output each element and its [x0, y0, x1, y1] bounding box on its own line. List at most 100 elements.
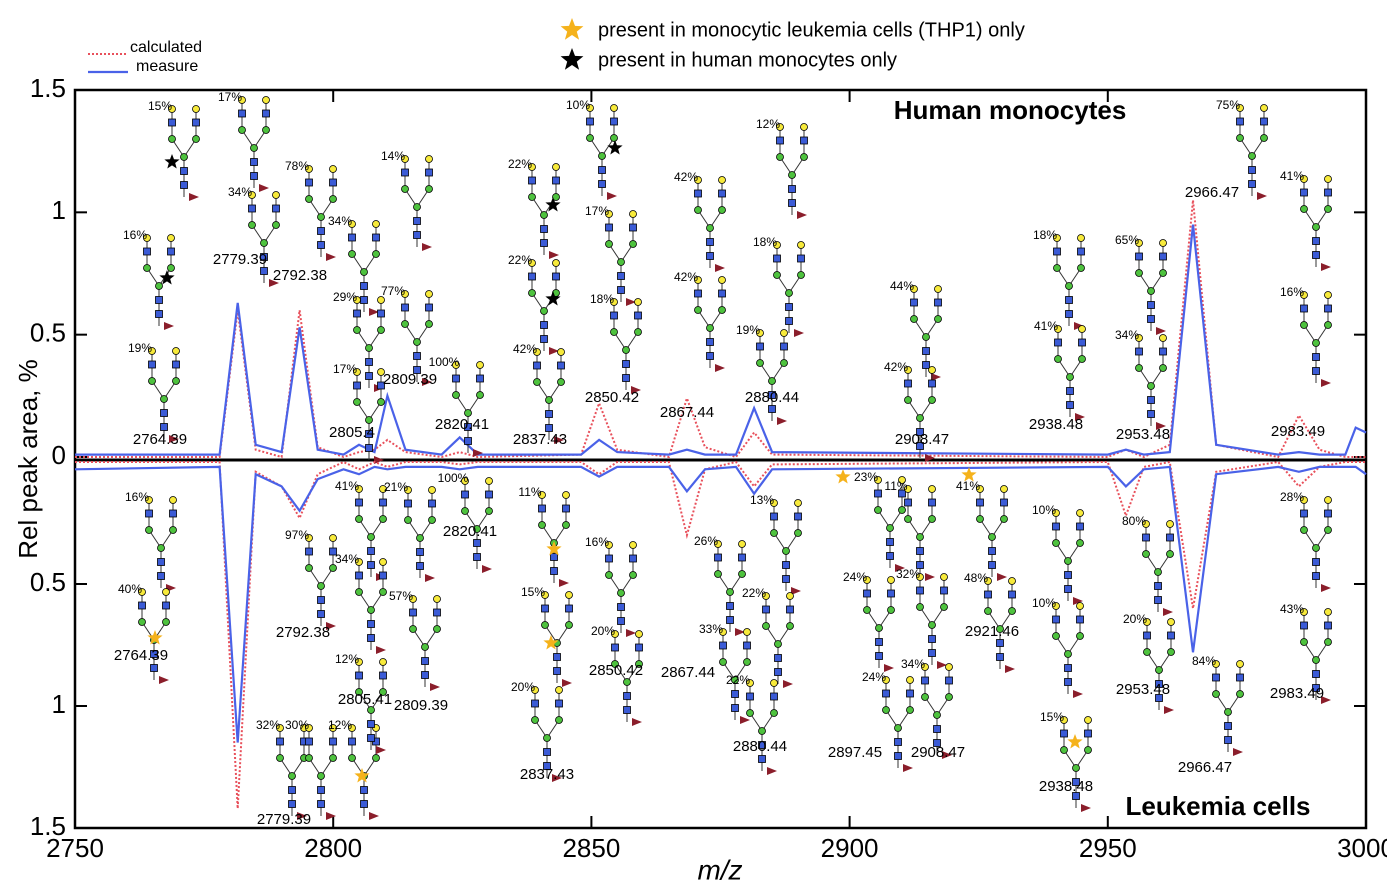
glycan-glyph — [996, 639, 1004, 647]
glycan-glyph — [143, 234, 151, 242]
glycan-glyph — [1321, 379, 1331, 387]
glycan-glyph — [610, 104, 618, 112]
glycan-glyph — [348, 754, 356, 762]
glycan-glyph — [1312, 223, 1320, 231]
glycan-glyph — [367, 634, 375, 642]
glycan-glyph — [288, 786, 296, 794]
glycan-glyph — [863, 606, 871, 614]
glycan-glyph — [780, 342, 788, 351]
glycan-glyph — [160, 423, 168, 431]
mass-label: 2850.42 — [589, 662, 643, 679]
glycan-glyph — [543, 762, 551, 770]
glycan-glyph — [428, 499, 436, 508]
star-marker — [147, 630, 163, 645]
glycan-glyph — [409, 608, 417, 617]
glycan-glyph — [758, 755, 766, 763]
star-marker — [835, 469, 851, 484]
glycan-percent: 12% — [756, 117, 780, 131]
glycan-glyph — [1233, 748, 1243, 756]
glycan-glyph — [1166, 533, 1174, 542]
glycan-percent: 10% — [1032, 596, 1056, 610]
glycan-glyph — [904, 485, 912, 493]
glycan-glyph — [746, 709, 754, 717]
glycan-glyph — [1248, 180, 1256, 188]
mass-label: 2966.47 — [1178, 759, 1232, 776]
glycan-percent: 100% — [429, 355, 460, 369]
glycan-glyph — [617, 589, 625, 597]
glycan-glyph — [360, 268, 368, 276]
glycan-percent: 42% — [513, 342, 537, 356]
glycan-glyph — [565, 604, 573, 613]
glycan-glyph — [326, 253, 336, 261]
glycan-glyph — [476, 391, 484, 399]
glycan-glyph — [1064, 585, 1072, 593]
glycan-glyph — [875, 652, 883, 660]
glycan-glyph — [762, 605, 770, 614]
glycan-glyph — [528, 163, 536, 171]
glycan-glyph — [794, 512, 802, 521]
glycan-glyph — [719, 658, 727, 666]
glycan-glyph — [305, 547, 313, 556]
glycan-glyph — [718, 289, 726, 298]
glycan-glyph — [1300, 509, 1308, 518]
glycan-glyph — [250, 144, 258, 152]
glycan-percent: 15% — [1040, 710, 1064, 724]
glycan-glyph — [531, 699, 539, 708]
mass-label: 2779.39 — [213, 251, 267, 268]
star-marker — [354, 768, 370, 783]
glycan-glyph — [262, 109, 270, 118]
glycan-glyph — [605, 210, 613, 218]
glycan-glyph — [785, 303, 793, 311]
glycan-glyph — [632, 718, 642, 726]
glycan-glyph — [1060, 746, 1068, 754]
glycan-glyph — [374, 456, 384, 464]
x-tick-label: 2800 — [304, 833, 362, 863]
glycan-glyph — [1076, 632, 1084, 640]
glycan-glyph — [433, 625, 441, 633]
glycan-glyph — [305, 564, 313, 572]
glycan-glyph — [379, 588, 387, 596]
glycan-glyph — [782, 561, 790, 569]
glycan-glyph — [928, 635, 936, 643]
glycan-glyph — [1163, 608, 1173, 616]
glycan-percent: 16% — [1280, 285, 1304, 299]
glycan-glyph — [1156, 327, 1166, 335]
glycan-glyph — [379, 571, 387, 580]
glycan-percent: 30% — [285, 718, 309, 732]
glycan-glyph — [1260, 134, 1268, 142]
glycan-glyph — [598, 152, 606, 160]
glycan-glyph — [409, 625, 417, 633]
glycan-glyph — [1143, 618, 1151, 626]
glycan-glyph — [160, 409, 168, 417]
glycan-glyph — [353, 296, 361, 304]
glycan-glyph — [1159, 252, 1167, 261]
star-marker — [543, 635, 559, 650]
glycan-glyph — [540, 335, 548, 343]
glycan-glyph — [355, 498, 363, 507]
glycan-glyph — [916, 428, 924, 436]
glycan-glyph — [774, 668, 782, 676]
glycan-percent: 44% — [890, 279, 914, 293]
glycan-glyph — [773, 271, 781, 279]
glycan-glyph — [586, 117, 594, 126]
glycan-glyph — [746, 679, 754, 687]
glycan-glyph — [485, 490, 493, 499]
glycan-glyph — [167, 234, 175, 242]
glycan-glyph — [1324, 621, 1332, 630]
x-tick-label: 2750 — [46, 833, 104, 863]
glycan-glyph — [189, 193, 199, 201]
glycan-glyph — [776, 123, 784, 131]
glycan-glyph — [145, 509, 153, 518]
glycan-glyph — [1135, 239, 1143, 247]
glycan-glyph — [365, 416, 373, 424]
glycan-glyph — [1143, 648, 1151, 656]
glycan-glyph — [138, 601, 146, 610]
glycan-glyph — [1224, 736, 1232, 744]
glycan-glyph — [421, 657, 429, 665]
glycan-glyph — [1135, 347, 1143, 356]
mass-label: 2792.38 — [276, 624, 330, 641]
y-tick-label: 0.5 — [30, 318, 66, 348]
glycan-glyph — [562, 491, 570, 499]
glycan-glyph — [726, 588, 734, 596]
